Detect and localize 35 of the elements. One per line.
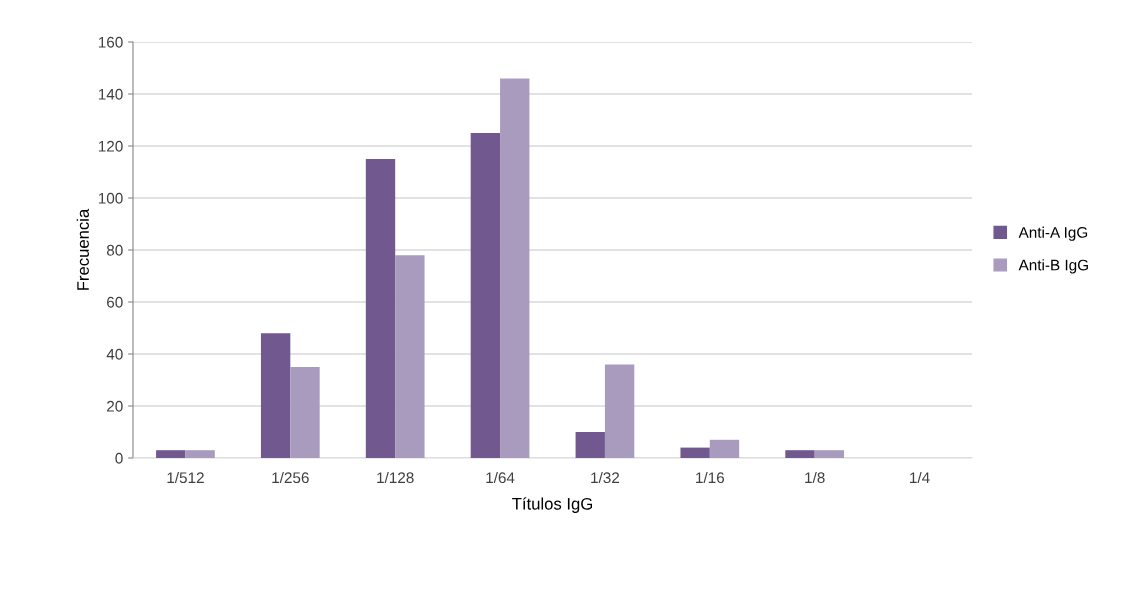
y-tick-label: 20	[107, 400, 123, 412]
y-tick-label: 60	[107, 296, 123, 308]
x-tick-label: 1/128	[377, 471, 414, 484]
y-tick-label: 160	[98, 36, 123, 48]
bar	[575, 432, 605, 458]
bar	[604, 364, 635, 458]
y-tick-label: 120	[98, 140, 123, 152]
y-tick-label: 40	[106, 348, 123, 360]
y-tick-label: 140	[98, 88, 123, 100]
bar	[470, 133, 501, 458]
x-tick-label: 1/8	[805, 471, 825, 484]
bar	[260, 333, 291, 458]
bar	[500, 78, 530, 458]
x-tick-label: 1/32	[591, 471, 620, 484]
y-tick-label: 100	[98, 192, 123, 204]
bar	[709, 439, 740, 458]
bar	[395, 255, 425, 458]
x-tick-label: 1/256	[272, 471, 309, 484]
x-tick-label: 1/512	[167, 471, 204, 484]
bar	[185, 450, 215, 458]
bar	[785, 450, 815, 458]
bar	[365, 159, 396, 458]
y-tick-label: 0	[115, 452, 123, 464]
legend-label: Anti-A IgG	[1018, 226, 1088, 241]
x-tick-label: 1/64	[486, 471, 515, 484]
x-tick-label: 1/4	[910, 471, 930, 484]
y-tick-label: 80	[106, 244, 123, 256]
bar	[290, 367, 320, 458]
x-tick-label: 1/16	[696, 471, 725, 484]
bar	[680, 447, 710, 458]
bar	[814, 450, 845, 458]
x-axis-title: Títulos IgG	[512, 497, 593, 513]
y-axis-title: Frecuencia	[76, 208, 89, 290]
legend-label: Anti-B IgG	[1018, 259, 1088, 274]
bar	[156, 450, 186, 458]
